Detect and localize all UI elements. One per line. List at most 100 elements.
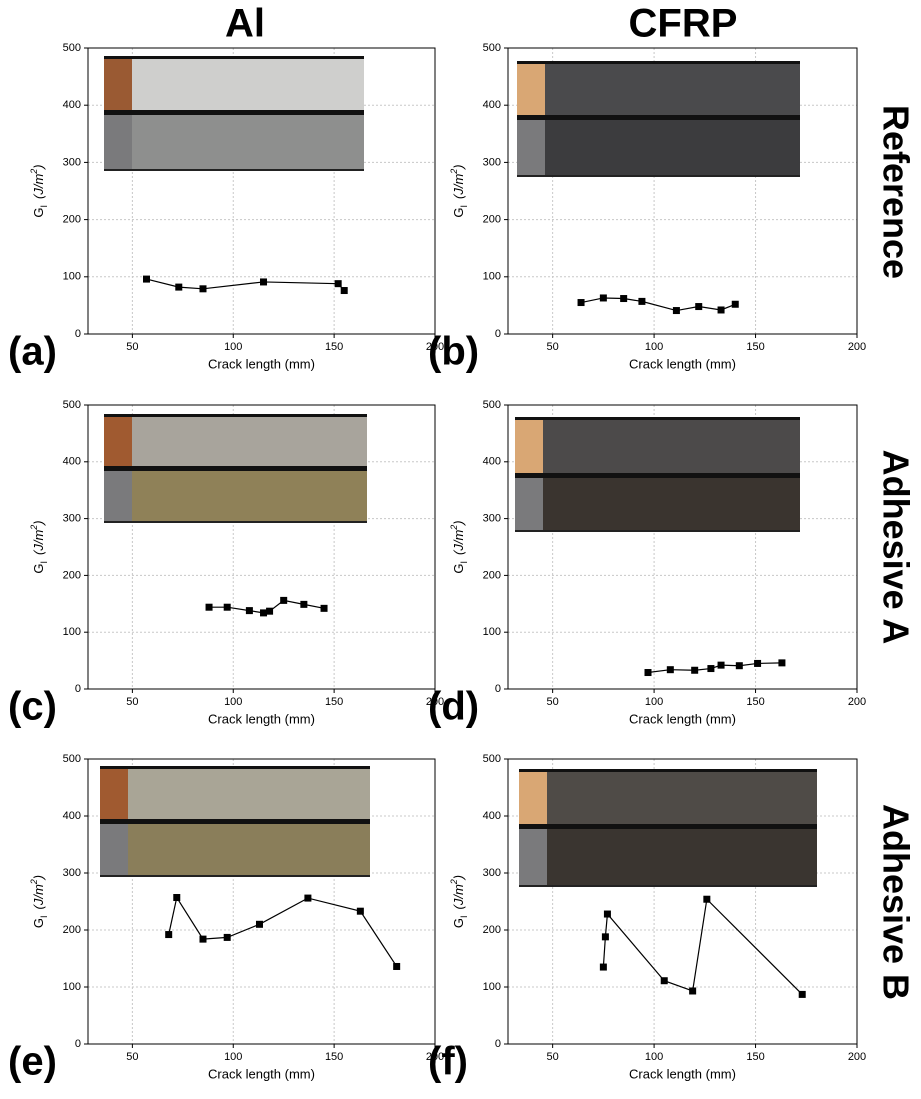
x-tick-label: 150 xyxy=(746,696,764,708)
y-tick-label: 500 xyxy=(483,753,501,765)
x-tick-label: 100 xyxy=(224,1051,242,1063)
specimen-border xyxy=(104,521,367,523)
data-point xyxy=(644,669,652,677)
x-tick-label: 100 xyxy=(224,696,242,708)
y-axis-label-part: (J/m xyxy=(31,174,46,199)
x-tick-label: 100 xyxy=(224,341,242,353)
specimen-tab xyxy=(517,63,545,118)
data-point xyxy=(707,665,715,673)
column-title: CFRP xyxy=(629,2,738,46)
y-axis-label-part: G xyxy=(31,208,46,218)
y-axis-label-part: (J/m xyxy=(451,530,466,555)
plot-frame xyxy=(507,404,858,690)
data-point xyxy=(260,609,268,617)
x-tick-label: 150 xyxy=(746,341,764,353)
x-tick-label: 100 xyxy=(645,1051,663,1063)
x-tick-label: 200 xyxy=(848,696,866,708)
x-axis-label: Crack length (mm) xyxy=(208,1066,315,1081)
x-axis-label: Crack length (mm) xyxy=(629,356,736,371)
y-axis-label-part: 2 xyxy=(29,879,39,885)
y-tick-label: 200 xyxy=(63,214,81,226)
y-tick-label: 200 xyxy=(483,924,501,936)
specimen-tab xyxy=(517,118,545,176)
x-axis-label: Crack length (mm) xyxy=(629,711,736,726)
x-tick-label: 200 xyxy=(426,696,444,708)
y-tick-label: 400 xyxy=(63,810,81,822)
data-point xyxy=(717,661,725,669)
panel-label: (d) xyxy=(428,685,479,729)
specimen-tab xyxy=(100,768,128,822)
y-axis-label-part: ) xyxy=(451,520,466,526)
y-tick-label: 500 xyxy=(63,399,81,411)
data-point xyxy=(260,278,268,286)
panel-label: (f) xyxy=(428,1040,468,1084)
y-tick-label: 0 xyxy=(495,328,501,340)
data-point xyxy=(255,920,263,928)
specimen-border xyxy=(104,169,364,171)
y-axis-label-part: G xyxy=(451,918,466,928)
y-tick-label: 400 xyxy=(63,456,81,468)
x-tick-label: 150 xyxy=(325,341,343,353)
y-axis-label-part: (J/m xyxy=(31,530,46,555)
specimen-border xyxy=(104,414,367,417)
data-point xyxy=(778,659,786,667)
row-label: Reference xyxy=(875,105,916,279)
y-tick-label: 100 xyxy=(483,626,501,638)
data-point xyxy=(300,600,308,608)
y-tick-label: 100 xyxy=(63,626,81,638)
y-tick-label: 500 xyxy=(483,42,501,54)
data-point xyxy=(280,596,288,604)
y-axis-label: GI (J/m2) xyxy=(449,164,469,217)
y-tick-label: 100 xyxy=(63,271,81,283)
y-tick-label: 300 xyxy=(483,513,501,525)
y-tick-label: 200 xyxy=(63,924,81,936)
y-axis-label: GI (J/m2) xyxy=(449,520,469,573)
specimen-tab xyxy=(104,469,132,522)
y-tick-label: 400 xyxy=(483,810,501,822)
data-point xyxy=(666,666,674,674)
data-point xyxy=(340,287,348,295)
specimen-tab xyxy=(519,771,547,827)
x-tick-label: 150 xyxy=(746,1051,764,1063)
x-tick-label: 50 xyxy=(547,341,559,353)
data-point xyxy=(703,895,711,903)
specimen-border xyxy=(104,56,364,59)
column-title: Al xyxy=(225,2,265,46)
data-point xyxy=(660,977,668,985)
panel-label: (a) xyxy=(8,330,57,374)
y-axis-label-part: 2 xyxy=(29,525,39,531)
data-point xyxy=(731,300,739,308)
plot-frame xyxy=(87,758,436,1045)
y-axis-label-part: ) xyxy=(451,875,466,881)
data-point xyxy=(173,894,181,902)
data-point xyxy=(205,603,213,611)
data-line xyxy=(168,895,398,967)
specimen-photo xyxy=(104,58,364,113)
x-axis-label: Crack length (mm) xyxy=(208,356,315,371)
y-tick-label: 0 xyxy=(75,683,81,695)
specimen-photo xyxy=(515,476,800,531)
specimen-photo xyxy=(517,63,800,118)
specimen-photo xyxy=(519,827,817,886)
specimen-border xyxy=(519,769,817,772)
y-axis-label-part: I xyxy=(39,916,49,919)
y-tick-label: 300 xyxy=(63,513,81,525)
y-axis-label: GI (J/m2) xyxy=(29,875,49,928)
specimen-photo xyxy=(100,768,370,822)
data-point xyxy=(199,285,207,293)
y-tick-label: 300 xyxy=(483,156,501,168)
y-tick-label: 500 xyxy=(63,753,81,765)
y-tick-label: 400 xyxy=(63,99,81,111)
specimen-border xyxy=(515,417,800,420)
specimen-tab xyxy=(104,58,132,113)
data-point xyxy=(304,894,312,902)
y-axis-label: GI (J/m2) xyxy=(29,164,49,217)
x-tick-label: 50 xyxy=(126,696,138,708)
y-tick-label: 0 xyxy=(495,1038,501,1050)
specimen-border xyxy=(519,885,817,887)
y-tick-label: 100 xyxy=(483,271,501,283)
x-tick-label: 50 xyxy=(126,341,138,353)
x-tick-label: 150 xyxy=(325,1051,343,1063)
data-point xyxy=(603,910,611,918)
specimen-tab xyxy=(104,416,132,469)
